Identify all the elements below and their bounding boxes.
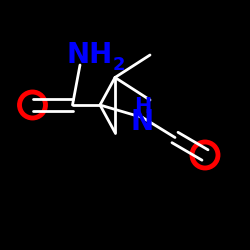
Text: N: N [131,108,154,136]
Text: NH: NH [67,41,113,69]
Text: H: H [134,98,151,117]
Text: 2: 2 [112,56,125,74]
